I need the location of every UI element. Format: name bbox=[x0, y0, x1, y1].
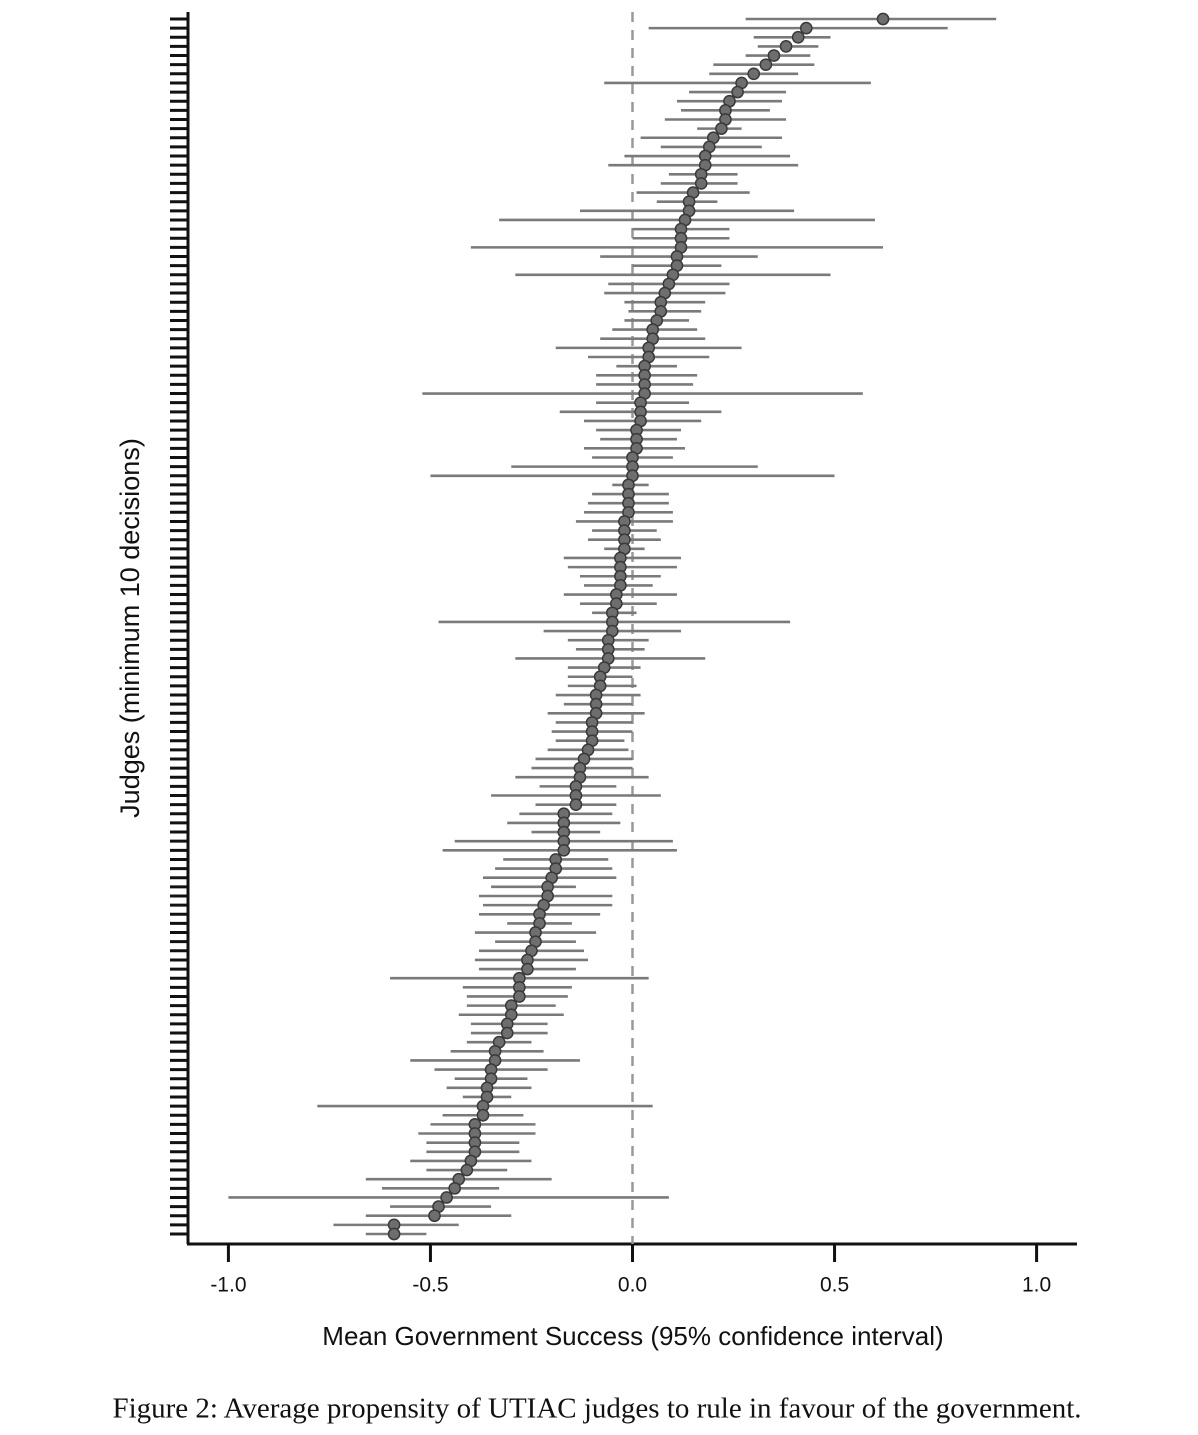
mean-point bbox=[767, 49, 781, 62]
y-axis-label: Judges (minimum 10 decisions) bbox=[115, 438, 145, 818]
mean-point bbox=[759, 58, 773, 72]
mean-point bbox=[715, 122, 728, 135]
x-tick-label: 1.0 bbox=[1022, 1274, 1051, 1297]
mean-point bbox=[694, 177, 708, 190]
mean-point bbox=[731, 85, 744, 99]
x-tick-label: -0.5 bbox=[412, 1274, 448, 1297]
x-axis-label: Mean Government Success (95% confidence … bbox=[322, 1321, 943, 1351]
mean-point bbox=[569, 798, 583, 811]
mean-point bbox=[448, 1181, 462, 1195]
x-tick-label: 0.5 bbox=[820, 1274, 849, 1297]
x-tick-label: -1.0 bbox=[210, 1274, 246, 1297]
mean-point bbox=[500, 1026, 514, 1040]
mean-point bbox=[779, 40, 793, 53]
mean-point bbox=[387, 1227, 401, 1241]
mean-point bbox=[513, 990, 526, 1003]
mean-point bbox=[476, 1108, 490, 1122]
mean-point bbox=[428, 1209, 441, 1223]
mean-point bbox=[876, 12, 890, 26]
x-tick-label: 0.0 bbox=[618, 1274, 647, 1297]
caption: Figure 2: Average propensity of UTIAC ju… bbox=[112, 1393, 1081, 1425]
mean-point bbox=[440, 1191, 453, 1204]
mean-point bbox=[460, 1163, 474, 1177]
mean-point bbox=[791, 30, 805, 44]
mean-point bbox=[747, 67, 761, 81]
mean-point bbox=[521, 962, 534, 976]
mean-point bbox=[799, 21, 813, 35]
mean-point bbox=[557, 843, 571, 857]
